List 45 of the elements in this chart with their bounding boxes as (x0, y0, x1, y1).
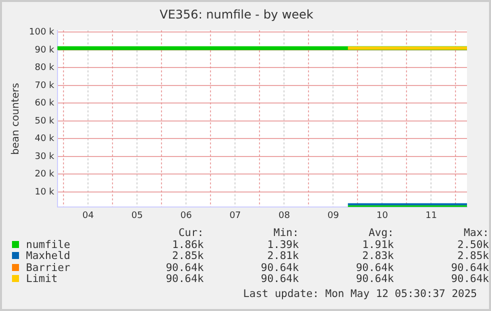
text: 2.83k (361, 250, 394, 262)
x-tick-label: 04 (82, 210, 94, 221)
y-axis-title: bean counters (10, 82, 22, 155)
x-tick-label: 10 (376, 210, 388, 221)
x-tick-label: 05 (131, 210, 143, 221)
y-tick-label: 60 k (34, 98, 56, 109)
text: 90.64k (450, 262, 489, 274)
text: 1.91k (361, 238, 394, 251)
text: 90.64k (260, 262, 299, 274)
text: 90.64k (164, 262, 204, 274)
legend-label: numfile (25, 238, 72, 251)
x-tick-label: 06 (180, 210, 192, 221)
text: 2.85k (456, 250, 489, 262)
x-tick-label: 08 (278, 210, 290, 221)
chart-title: VE356: numfile - by week (160, 7, 314, 22)
y-tick-label: 100 k (28, 28, 56, 38)
x-tick-label: 11 (425, 210, 437, 221)
text: 90.64k (450, 273, 489, 286)
text: Cur: (177, 227, 204, 240)
y-tick-label: 30 k (34, 152, 56, 162)
legend-label: Maxheld (25, 250, 72, 262)
text: 90.64k (164, 273, 204, 286)
text: Avg: (368, 227, 394, 240)
legend-label: Barrier (25, 262, 72, 274)
y-tick-label: 90 k (34, 45, 56, 56)
text: Min: (272, 227, 299, 240)
x-tick-label: 09 (327, 210, 340, 221)
text: 2.81k (266, 250, 299, 262)
text: 2.50k (456, 238, 489, 251)
text: Last update: Mon May 12 05:30:37 2025 (243, 288, 477, 300)
y-tick-label: 10 k (34, 187, 56, 198)
y-tick-label: 70 k (34, 80, 56, 91)
y-tick-label: 40 k (34, 134, 56, 144)
y-tick-label: 20 k (34, 170, 56, 180)
y-tick-label: 80 k (34, 63, 56, 74)
text: Max: (462, 227, 489, 240)
text: 1.86k (171, 238, 204, 251)
text: 90.64k (354, 273, 394, 286)
text: 2.85k (171, 250, 204, 262)
x-tick-label: 07 (229, 210, 241, 221)
text: 90.64k (354, 262, 394, 274)
text: 90.64k (260, 273, 299, 286)
legend-label: Limit (25, 273, 59, 286)
y-tick-label: 50 k (34, 116, 56, 126)
text: 1.39k (266, 238, 299, 251)
